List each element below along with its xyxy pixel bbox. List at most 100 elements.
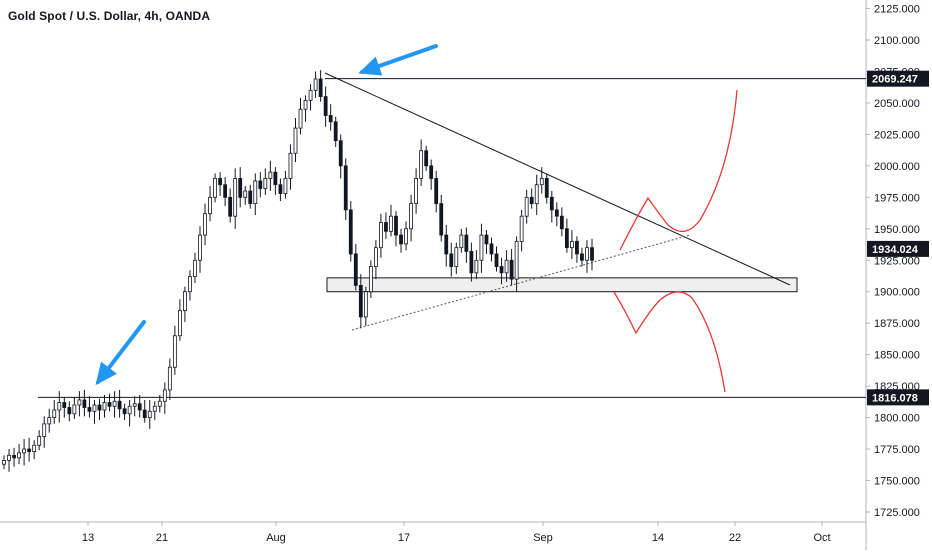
candle-body [67,407,72,415]
candle-body [82,399,87,408]
candle-body [529,196,534,205]
y-tick-label: 1950.000 [874,224,920,236]
candle-body [519,215,524,242]
candle-body [37,436,42,446]
candle-body [223,184,228,198]
candle-body [183,291,187,312]
candle-body [459,234,464,249]
candle-body [142,409,147,418]
candle-body [258,180,263,189]
candle-body [454,247,459,267]
candle-body [42,423,47,437]
candle-body [379,222,383,249]
candle-body [585,247,589,261]
candle-body [389,215,393,232]
y-tick-label: 1800.000 [874,413,920,425]
candle-body [188,276,192,293]
candle-body [238,178,243,198]
candle-body [384,222,388,232]
x-tick-label: 22 [729,532,741,544]
candle-body [47,417,52,425]
candle-body [273,171,278,186]
candle-body [414,178,419,205]
candle-body [117,400,122,410]
candle-body [524,196,529,217]
candle-body [499,266,504,274]
price-tag [867,389,929,406]
y-tick-label: 1850.000 [874,350,920,362]
candle-body [479,234,484,261]
candle-body [162,389,167,402]
candle-body [132,403,137,407]
candle-body [409,203,413,230]
candle-body [534,184,539,205]
candle-body [544,178,549,198]
candle-body [7,454,11,461]
price-tag [867,70,929,87]
x-tick-label: 17 [398,532,410,544]
y-tick-label: 2025.000 [874,129,920,141]
candle-body [318,78,323,98]
candle-body [167,366,172,391]
candle-body [298,108,303,129]
candle-body [303,99,308,110]
support-zone [326,277,798,293]
candle-body [474,259,479,274]
candle-body [368,266,373,293]
candle-body [504,259,509,274]
descending-trendline [324,72,791,286]
x-tick-label: 14 [652,532,664,544]
y-tick-label: 1725.000 [874,507,920,519]
candle-body [575,240,579,255]
candle-body [343,165,348,211]
candle-body [559,215,564,230]
candle-body [72,404,77,415]
y-tick-label: 1775.000 [874,444,920,456]
y-tick-label: 2125.000 [874,4,920,16]
candle-body [549,196,554,211]
candle-body [293,127,298,154]
candle-body [147,410,152,418]
candle-body [107,402,112,407]
candle-body [444,234,449,255]
candle-body [358,285,363,318]
candle-body [92,404,97,412]
candle-body [213,178,217,198]
candle-body [87,407,92,412]
candle-body [102,402,107,411]
x-tick-label: Sep [533,532,553,544]
y-tick-label: 2000.000 [874,161,920,173]
price-tag [867,240,929,257]
candle-body [554,209,559,217]
candle-body [122,408,127,415]
candle-body [539,178,544,186]
y-tick-label: 1750.000 [874,476,920,488]
candle-body [193,259,197,278]
candle-body [62,402,67,408]
candle-body [157,400,162,407]
candle-body [253,180,258,205]
candle-body [328,115,333,123]
candle-body [27,448,32,452]
candle-body [137,403,142,411]
candle-body [248,190,253,205]
candle-body [203,213,207,236]
candle-body [22,448,27,454]
candle-body [509,259,514,280]
candle-body [77,399,82,406]
candle-body [348,209,353,255]
candle-body [127,405,132,415]
candle-body [338,140,343,167]
candle-body [404,228,408,245]
y-tick-label: 1875.000 [874,318,920,330]
candle-body [439,203,444,236]
bearish-projection [613,291,726,393]
candle-body [12,454,16,459]
candle-body [233,178,238,217]
candle-body [2,459,6,465]
candle-body [333,121,338,142]
y-tick-label: 1925.000 [874,255,920,267]
price-tag-label: 1816.078 [872,392,918,404]
